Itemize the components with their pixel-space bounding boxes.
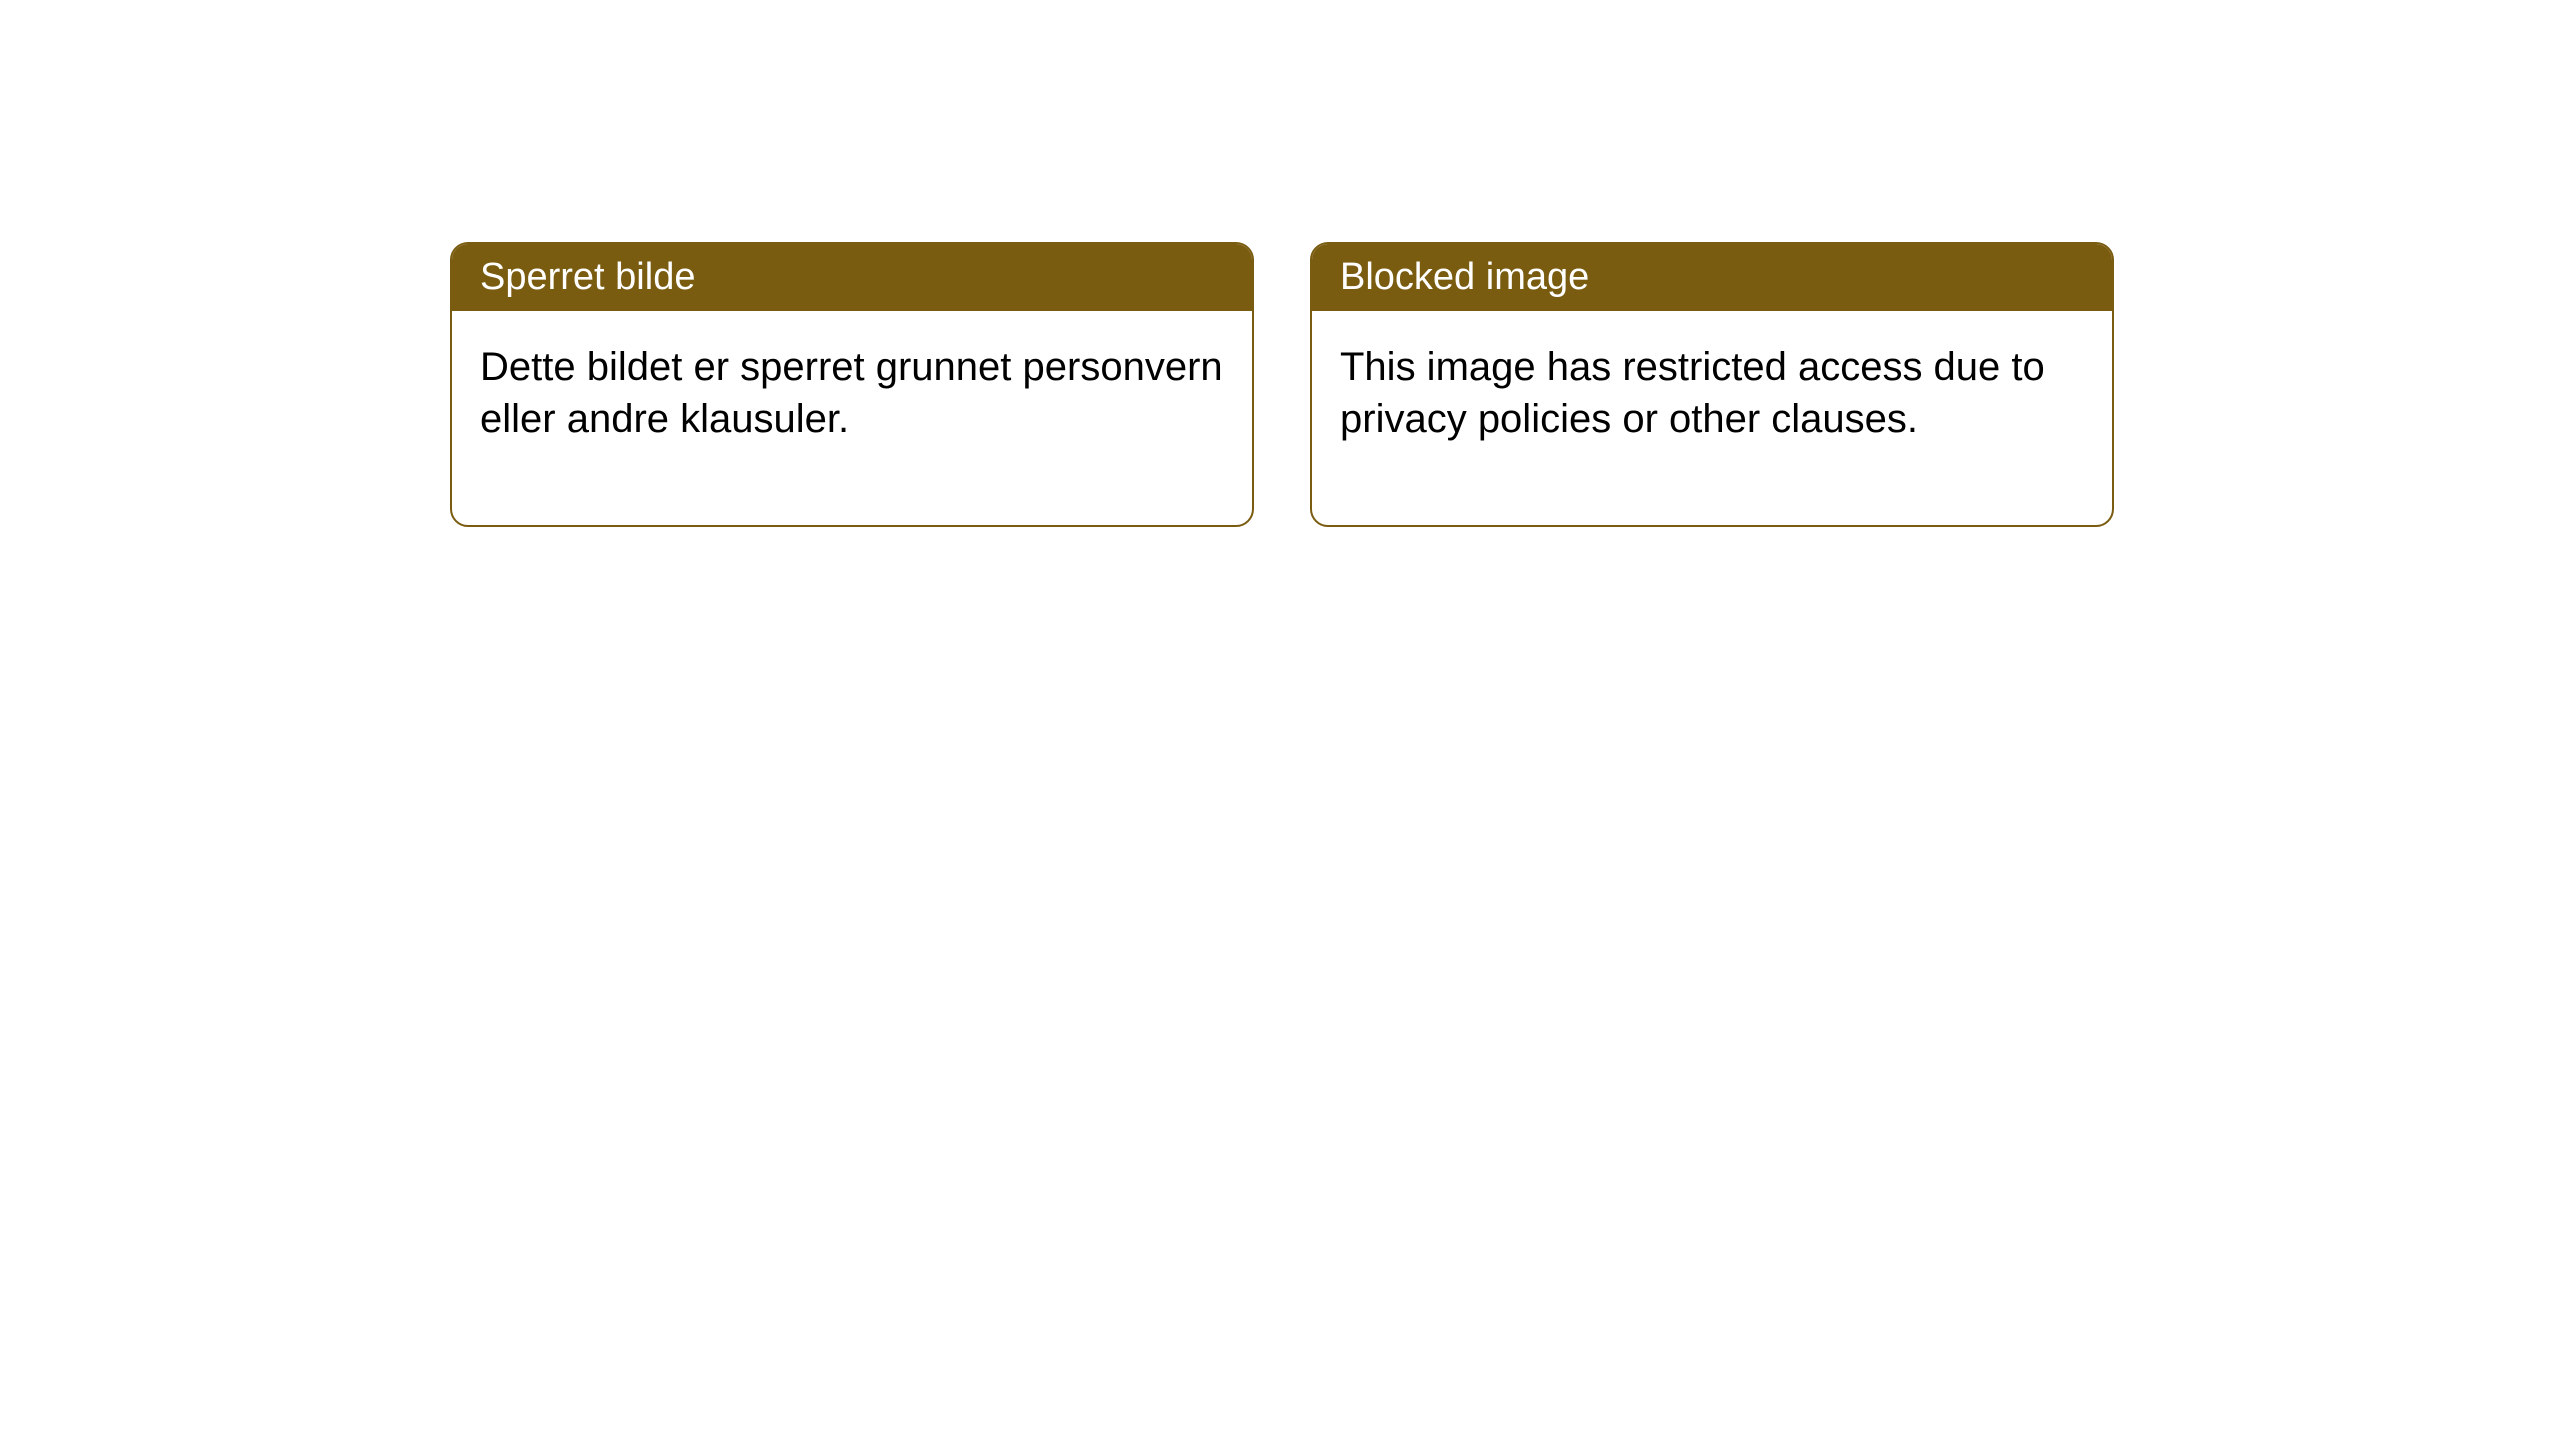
notice-title: Sperret bilde: [480, 256, 695, 298]
notice-card-english: Blocked image This image has restricted …: [1310, 242, 2114, 527]
notice-body-norwegian: Dette bildet er sperret grunnet personve…: [452, 311, 1252, 525]
notice-header-english: Blocked image: [1312, 244, 2112, 311]
notice-title: Blocked image: [1340, 256, 1589, 298]
notice-card-norwegian: Sperret bilde Dette bildet er sperret gr…: [450, 242, 1254, 527]
notice-body-english: This image has restricted access due to …: [1312, 311, 2112, 525]
notice-text: Dette bildet er sperret grunnet personve…: [480, 345, 1223, 441]
notice-header-norwegian: Sperret bilde: [452, 244, 1252, 311]
notice-text: This image has restricted access due to …: [1340, 345, 2045, 441]
notice-container: Sperret bilde Dette bildet er sperret gr…: [450, 242, 2114, 527]
